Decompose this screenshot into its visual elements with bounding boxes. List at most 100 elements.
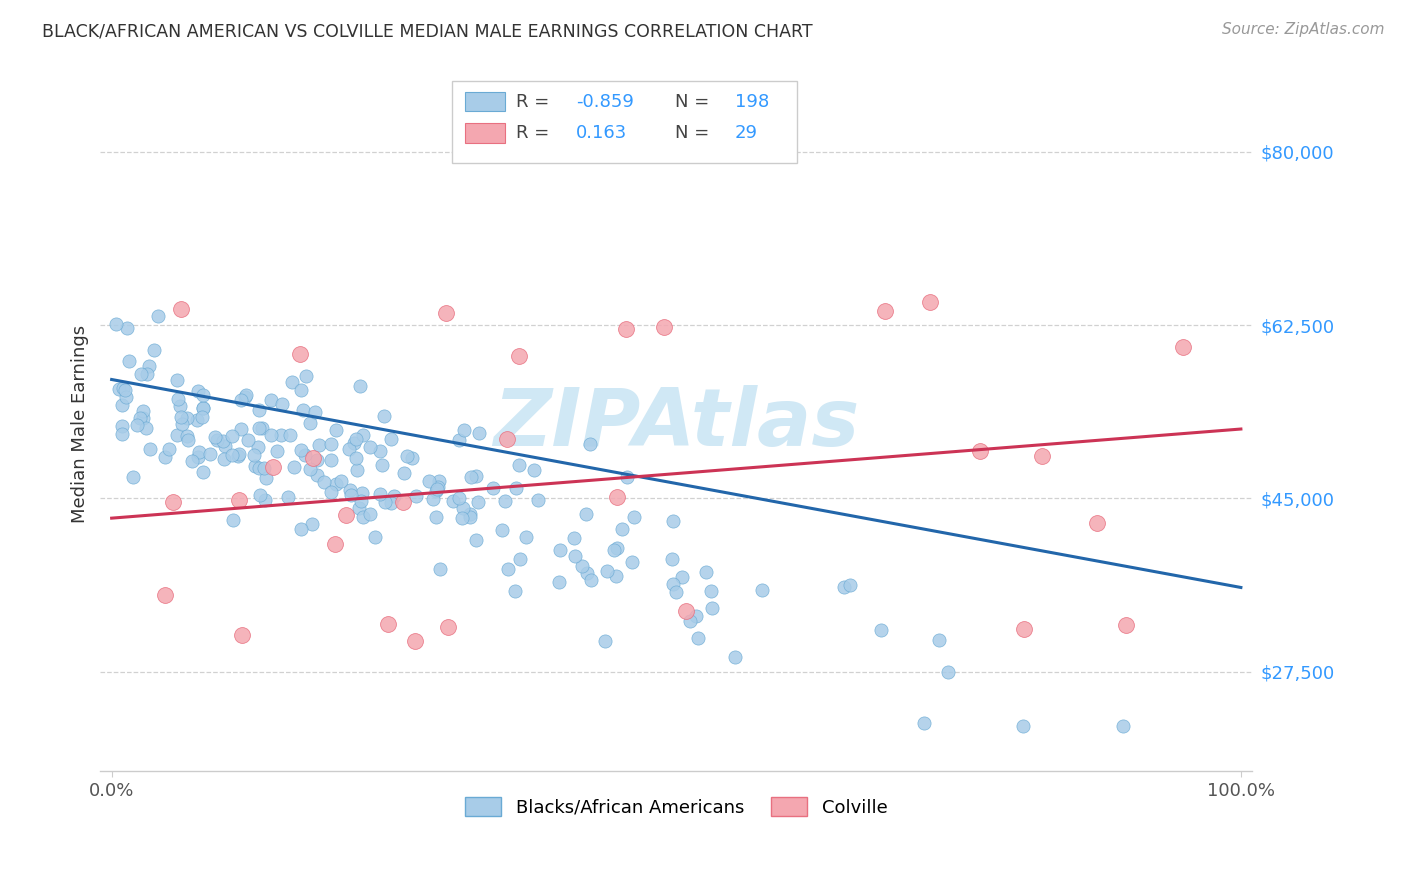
Text: -0.859: -0.859 xyxy=(576,93,634,111)
Point xyxy=(294,448,316,462)
Point xyxy=(920,294,942,309)
Point xyxy=(1012,719,1035,733)
Point xyxy=(364,530,387,544)
Point xyxy=(839,578,862,592)
Point xyxy=(231,422,253,436)
Point xyxy=(616,470,638,484)
Point xyxy=(277,490,299,504)
Point xyxy=(869,624,891,638)
Point xyxy=(325,424,347,438)
Point xyxy=(425,483,447,498)
Point xyxy=(571,559,593,574)
Point xyxy=(231,393,253,408)
Point xyxy=(254,471,277,485)
Point xyxy=(392,495,415,509)
Point xyxy=(671,570,693,584)
Point xyxy=(260,428,283,442)
Point xyxy=(114,383,136,397)
Text: ZIPAtlas: ZIPAtlas xyxy=(494,385,859,463)
Point xyxy=(254,493,277,508)
Point xyxy=(508,349,530,363)
Point xyxy=(233,390,256,404)
Point xyxy=(115,321,138,335)
Point xyxy=(292,403,315,417)
Bar xyxy=(451,81,797,162)
Point xyxy=(111,381,134,395)
Point xyxy=(228,447,250,461)
Point xyxy=(382,489,405,503)
Point xyxy=(153,588,176,602)
Point xyxy=(247,420,270,434)
Point xyxy=(380,432,402,446)
Point xyxy=(686,631,709,645)
Point xyxy=(118,354,141,368)
Point xyxy=(325,537,347,551)
Point xyxy=(458,507,481,521)
Point xyxy=(685,609,707,624)
Point xyxy=(700,583,723,598)
Point xyxy=(176,410,198,425)
Point xyxy=(252,421,274,435)
Point xyxy=(187,384,209,398)
Legend: Blacks/African Americans, Colville: Blacks/African Americans, Colville xyxy=(458,790,894,824)
Text: Source: ZipAtlas.com: Source: ZipAtlas.com xyxy=(1222,22,1385,37)
Point xyxy=(593,634,616,648)
Point xyxy=(450,511,472,525)
Point xyxy=(191,388,214,402)
Point xyxy=(162,495,184,509)
Point xyxy=(873,304,896,318)
Point xyxy=(425,510,447,524)
Point xyxy=(307,452,329,467)
Y-axis label: Median Male Earnings: Median Male Earnings xyxy=(72,325,89,523)
Point xyxy=(371,458,394,472)
Text: N =: N = xyxy=(675,124,716,142)
Point xyxy=(936,665,959,680)
Point xyxy=(290,347,312,361)
Point xyxy=(427,474,450,488)
Point xyxy=(298,462,321,476)
Point xyxy=(1012,622,1035,636)
Text: R =: R = xyxy=(516,124,561,142)
Point xyxy=(187,450,209,464)
Point xyxy=(319,484,342,499)
Point xyxy=(436,620,458,634)
Point xyxy=(401,451,423,466)
Point xyxy=(548,543,571,558)
Point xyxy=(832,581,855,595)
Point xyxy=(172,417,194,431)
Point xyxy=(155,450,177,465)
Point xyxy=(205,433,228,447)
Point xyxy=(344,451,367,466)
Text: R =: R = xyxy=(516,93,555,111)
Point xyxy=(170,410,193,425)
Point xyxy=(111,426,134,441)
Point xyxy=(606,541,628,555)
Point xyxy=(496,561,519,575)
Point xyxy=(695,565,717,579)
Point xyxy=(404,633,426,648)
Point xyxy=(281,376,304,390)
Point xyxy=(392,466,415,480)
Point xyxy=(301,517,323,532)
Point xyxy=(176,429,198,443)
Point xyxy=(135,420,157,434)
Point xyxy=(187,444,209,458)
Point xyxy=(661,552,683,566)
Bar xyxy=(465,92,505,112)
Point xyxy=(352,427,374,442)
Point xyxy=(228,493,250,508)
Point xyxy=(290,443,312,458)
Point xyxy=(1031,449,1053,463)
Point xyxy=(724,650,747,665)
Point xyxy=(249,403,271,417)
Point xyxy=(1171,340,1194,354)
Point xyxy=(605,569,627,583)
Point xyxy=(115,391,138,405)
Point xyxy=(575,566,598,581)
Point xyxy=(142,343,165,357)
Point xyxy=(247,460,270,475)
Point xyxy=(111,398,134,412)
Point xyxy=(235,388,257,402)
Point xyxy=(527,492,550,507)
Text: BLACK/AFRICAN AMERICAN VS COLVILLE MEDIAN MALE EARNINGS CORRELATION CHART: BLACK/AFRICAN AMERICAN VS COLVILLE MEDIA… xyxy=(42,22,813,40)
